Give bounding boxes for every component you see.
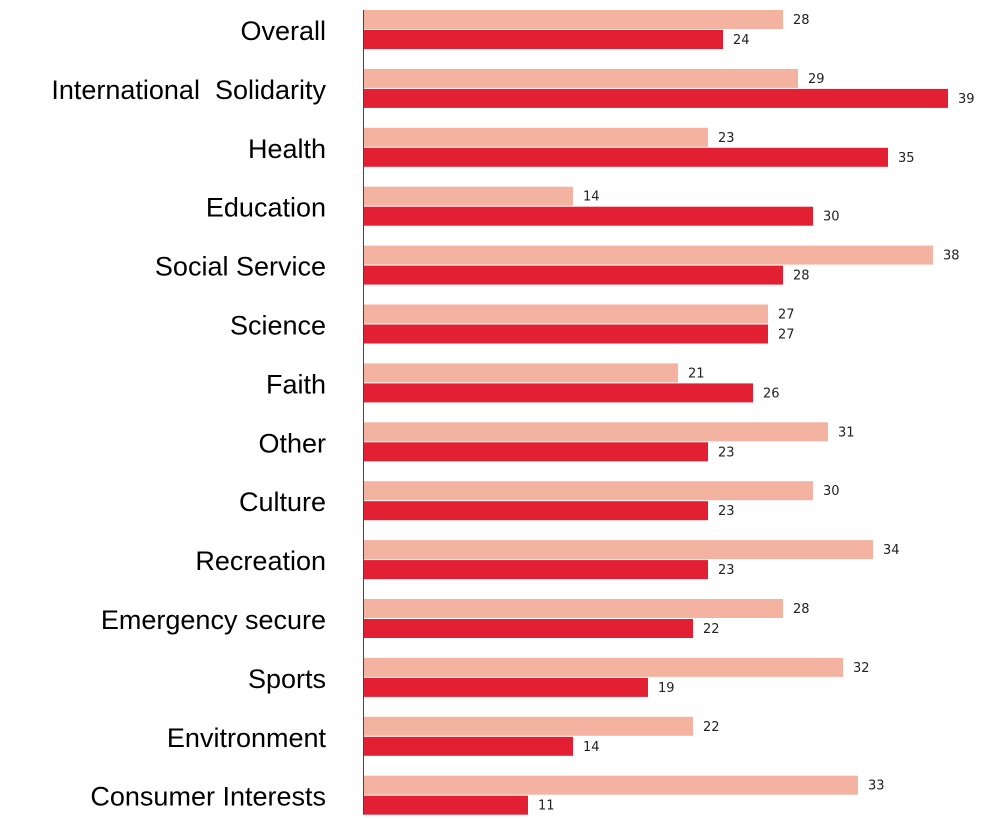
bar-light bbox=[363, 716, 693, 736]
category-label: Recreation bbox=[195, 546, 326, 576]
value-label: 14 bbox=[583, 190, 600, 205]
bar-dark bbox=[363, 30, 723, 49]
value-label: 28 bbox=[793, 269, 810, 284]
category-label: Consumer Interests bbox=[90, 782, 326, 812]
value-label: 35 bbox=[898, 151, 915, 166]
bar-light bbox=[363, 186, 573, 206]
value-label: 23 bbox=[718, 445, 735, 460]
value-label: 23 bbox=[718, 504, 735, 519]
category-label: Sports bbox=[248, 664, 326, 694]
value-label: 32 bbox=[853, 661, 870, 676]
value-label: 38 bbox=[943, 249, 960, 264]
value-label: 22 bbox=[703, 720, 720, 735]
value-label: 31 bbox=[838, 425, 855, 440]
value-label: 39 bbox=[958, 92, 975, 107]
bar-dark bbox=[363, 88, 948, 108]
value-label: 33 bbox=[868, 779, 885, 794]
category-label: Culture bbox=[239, 487, 326, 517]
bar-light bbox=[363, 363, 678, 383]
bar-dark bbox=[363, 383, 753, 403]
value-label: 14 bbox=[583, 740, 600, 755]
bar-light bbox=[363, 68, 798, 88]
value-label: 24 bbox=[733, 33, 750, 48]
category-label: International Solidarity bbox=[51, 75, 326, 105]
category-label: Social Service bbox=[155, 252, 326, 282]
value-label: 26 bbox=[763, 386, 780, 401]
value-label: 11 bbox=[538, 799, 555, 814]
bar-light bbox=[363, 481, 813, 501]
category-label: Emergency secure bbox=[101, 605, 326, 635]
bars bbox=[363, 10, 948, 815]
value-label: 21 bbox=[688, 366, 705, 381]
bar-light bbox=[363, 10, 783, 29]
value-label: 29 bbox=[808, 72, 825, 87]
bar-light bbox=[363, 540, 873, 560]
bar-dark bbox=[363, 677, 648, 697]
value-label: 23 bbox=[718, 563, 735, 578]
value-label: 28 bbox=[793, 602, 810, 617]
bar-light bbox=[363, 422, 828, 442]
bar-dark bbox=[363, 619, 693, 638]
value-labels: 28 24 29 39 23 35 14 30 38 28 27 27 21 26 31 23 30 23 34 23… bbox=[538, 13, 975, 814]
bar-dark bbox=[363, 442, 708, 462]
value-label: 19 bbox=[658, 681, 675, 696]
value-label: 27 bbox=[778, 328, 795, 343]
value-label: 23 bbox=[718, 131, 735, 146]
value-label: 27 bbox=[778, 308, 795, 323]
bar-dark bbox=[363, 501, 708, 521]
bar-dark bbox=[363, 736, 573, 756]
value-label: 22 bbox=[703, 622, 720, 637]
bar-light bbox=[363, 245, 933, 265]
bar-dark bbox=[363, 795, 528, 815]
category-label: Science bbox=[230, 311, 326, 341]
bar-dark bbox=[363, 147, 888, 167]
category-label: Health bbox=[248, 134, 326, 164]
bar-light bbox=[363, 127, 708, 147]
bar-dark bbox=[363, 324, 768, 344]
bar-dark bbox=[363, 560, 708, 580]
category-label: Faith bbox=[266, 369, 326, 399]
value-label: 30 bbox=[823, 210, 840, 225]
category-label: Overall bbox=[240, 16, 326, 46]
bar-dark bbox=[363, 206, 813, 226]
bar-light bbox=[363, 657, 843, 677]
value-label: 30 bbox=[823, 484, 840, 499]
bar-dark bbox=[363, 265, 783, 285]
bar-light bbox=[363, 304, 768, 324]
bar-light bbox=[363, 599, 783, 618]
category-labels: Overall International Solidarity Health Edu… bbox=[51, 16, 326, 812]
value-label: 34 bbox=[883, 543, 900, 558]
value-label: 28 bbox=[793, 13, 810, 28]
category-label: Envitronment bbox=[167, 723, 327, 753]
bar-light bbox=[363, 775, 858, 795]
category-label: Education bbox=[206, 193, 326, 223]
category-label: Other bbox=[258, 428, 326, 458]
